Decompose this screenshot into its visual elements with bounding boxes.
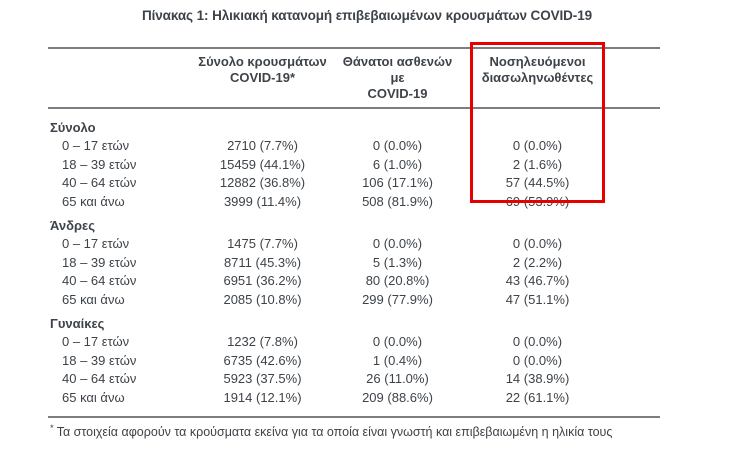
table-footnote: * Τα στοιχεία αφορούν τα κρούσματα εκείνα… bbox=[48, 423, 660, 439]
age-label: 65 και άνω bbox=[62, 193, 125, 209]
cases-cell: 1914 (12.1%) bbox=[223, 389, 302, 405]
deaths-cell: 0 (0.0%) bbox=[372, 334, 423, 349]
intubated-cell: 0 (0.0%) bbox=[512, 352, 563, 368]
deaths-cell: 0 (0.0%) bbox=[372, 236, 423, 251]
age-label: 18 – 39 ετών bbox=[62, 156, 137, 172]
deaths-cell: 26 (11.0%) bbox=[366, 371, 429, 386]
age-label: 40 – 64 ετών bbox=[62, 273, 137, 288]
table-row: 18 – 39 ετών 8711 (45.3%) 5 (1.3%) 2 (2.… bbox=[48, 254, 660, 273]
intubated-cell: 69 (53.9%) bbox=[505, 193, 570, 209]
age-label: 18 – 39 ετών bbox=[62, 254, 137, 270]
cases-cell: 2710 (7.7%) bbox=[227, 138, 298, 153]
table-row: 18 – 39 ετών 15459 (44.1%) 6 (1.0%) 2 (1… bbox=[48, 156, 660, 175]
column-header-line: COVID-19* bbox=[229, 70, 296, 85]
deaths-cell: 508 (81.9%) bbox=[362, 193, 433, 209]
age-label: 65 και άνω bbox=[62, 291, 125, 307]
intubated-cell: 22 (61.1%) bbox=[505, 389, 570, 405]
age-label: 0 – 17 ετών bbox=[62, 236, 130, 251]
table-row: 65 και άνω 3999 (11.4%) 508 (81.9%) 69 (… bbox=[48, 193, 660, 212]
column-header-intubated: Νοσηλευόμενοι διασωληνωθέντες bbox=[460, 54, 615, 102]
footnote-marker: * bbox=[50, 423, 54, 434]
table-header-row: Σύνολο κρουσμάτων COVID-19* Θάνατοι ασθε… bbox=[48, 47, 660, 109]
cases-cell: 15459 (44.1%) bbox=[219, 156, 306, 172]
intubated-cell: 0 (0.0%) bbox=[512, 236, 563, 251]
table-row: 40 – 64 ετών 5923 (37.5%) 26 (11.0%) 14 … bbox=[48, 370, 660, 389]
table-row: 18 – 39 ετών 6735 (42.6%) 1 (0.4%) 0 (0.… bbox=[48, 352, 660, 371]
deaths-cell: 80 (20.8%) bbox=[365, 273, 430, 288]
page-title: Πίνακας 1: Ηλικιακή κατανομή επιβεβαιωμέ… bbox=[141, 8, 593, 23]
table-row: 65 και άνω 1914 (12.1%) 209 (88.6%) 22 (… bbox=[48, 389, 660, 408]
age-label: 65 και άνω bbox=[62, 389, 125, 405]
cases-cell: 12882 (36.8%) bbox=[219, 175, 306, 190]
deaths-cell: 0 (0.0%) bbox=[372, 138, 423, 153]
deaths-cell: 6 (1.0%) bbox=[372, 156, 423, 172]
age-label: 40 – 64 ετών bbox=[62, 175, 137, 190]
intubated-cell: 2 (2.2%) bbox=[512, 254, 563, 270]
section-label-men: Άνδρες bbox=[50, 217, 95, 233]
column-header-empty bbox=[48, 54, 190, 102]
cases-cell: 6951 (36.2%) bbox=[223, 273, 302, 288]
cases-cell: 1475 (7.7%) bbox=[227, 236, 298, 251]
cases-cell: 2085 (10.8%) bbox=[223, 291, 302, 307]
intubated-cell: 0 (0.0%) bbox=[512, 334, 563, 349]
cases-cell: 3999 (11.4%) bbox=[223, 193, 302, 209]
column-header-line: Νοσηλευόμενοι bbox=[489, 54, 586, 69]
age-label: 0 – 17 ετών bbox=[62, 138, 130, 153]
footnote-text: Τα στοιχεία αφορούν τα κρούσματα εκείνα … bbox=[56, 425, 613, 440]
table-row: 0 – 17 ετών 1232 (7.8%) 0 (0.0%) 0 (0.0%… bbox=[48, 333, 660, 352]
age-label: 18 – 39 ετών bbox=[62, 352, 137, 368]
cases-cell: 5923 (37.5%) bbox=[223, 371, 302, 386]
deaths-cell: 299 (77.9%) bbox=[362, 291, 433, 307]
table-row: 40 – 64 ετών 12882 (36.8%) 106 (17.1%) 5… bbox=[48, 174, 660, 193]
column-header-line: COVID-19 bbox=[367, 86, 428, 101]
cases-cell: 1232 (7.8%) bbox=[227, 334, 298, 349]
table-row: 0 – 17 ετών 1475 (7.7%) 0 (0.0%) 0 (0.0%… bbox=[48, 235, 660, 254]
intubated-cell: 2 (1.6%) bbox=[512, 156, 563, 172]
intubated-cell: 47 (51.1%) bbox=[505, 291, 570, 307]
age-label: 0 – 17 ετών bbox=[62, 334, 130, 349]
age-label: 40 – 64 ετών bbox=[62, 371, 137, 386]
section-label-women: Γυναίκες bbox=[50, 315, 105, 331]
table-row: 40 – 64 ετών 6951 (36.2%) 80 (20.8%) 43 … bbox=[48, 272, 660, 291]
table-body: Σύνολο 0 – 17 ετών 2710 (7.7%) 0 (0.0%) … bbox=[48, 109, 660, 418]
deaths-cell: 106 (17.1%) bbox=[362, 175, 433, 190]
table-row: 65 και άνω 2085 (10.8%) 299 (77.9%) 47 (… bbox=[48, 291, 660, 310]
deaths-cell: 209 (88.6%) bbox=[362, 389, 433, 405]
column-header-deaths: Θάνατοι ασθενών με COVID-19 bbox=[335, 54, 460, 102]
data-table: Σύνολο κρουσμάτων COVID-19* Θάνατοι ασθε… bbox=[48, 42, 660, 439]
intubated-cell: 0 (0.0%) bbox=[512, 138, 563, 153]
intubated-cell: 43 (46.7%) bbox=[505, 273, 570, 288]
intubated-cell: 57 (44.5%) bbox=[505, 175, 570, 190]
deaths-cell: 1 (0.4%) bbox=[372, 352, 423, 368]
cases-cell: 8711 (45.3%) bbox=[223, 254, 302, 270]
column-header-spacer bbox=[615, 54, 660, 102]
intubated-cell: 14 (38.9%) bbox=[505, 371, 570, 386]
column-header-line: διασωληνωθέντες bbox=[481, 70, 594, 85]
deaths-cell: 5 (1.3%) bbox=[372, 254, 423, 270]
column-header-total-cases: Σύνολο κρουσμάτων COVID-19* bbox=[190, 54, 335, 102]
table-row: 0 – 17 ετών 2710 (7.7%) 0 (0.0%) 0 (0.0%… bbox=[48, 137, 660, 156]
section-label-total: Σύνολο bbox=[50, 119, 96, 135]
column-header-line: Θάνατοι ασθενών με bbox=[342, 54, 453, 85]
cases-cell: 6735 (42.6%) bbox=[223, 352, 302, 368]
column-header-line: Σύνολο κρουσμάτων bbox=[198, 54, 327, 69]
